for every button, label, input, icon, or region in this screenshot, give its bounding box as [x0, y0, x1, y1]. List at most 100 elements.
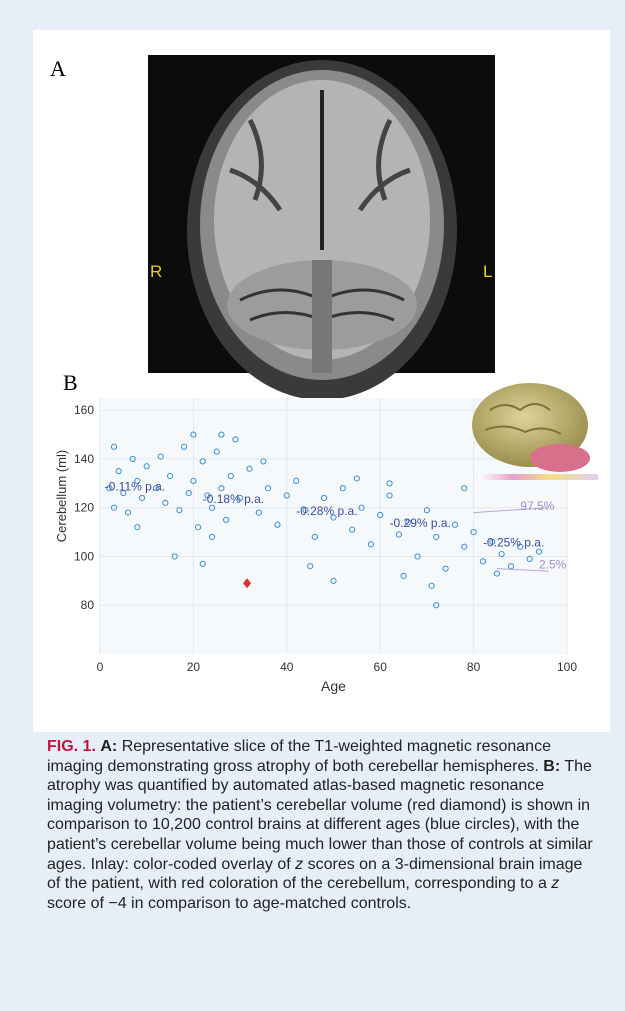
y-tick-label: 140 [74, 452, 94, 466]
data-point [120, 489, 127, 497]
data-point [237, 494, 244, 502]
data-point [152, 485, 160, 492]
data-point [208, 533, 216, 541]
caption-text: score of −4 in comparison to age-matched… [47, 894, 412, 912]
data-point [377, 511, 384, 519]
data-point [199, 458, 206, 465]
percentile-line [473, 507, 549, 514]
data-point [400, 572, 407, 580]
figure: A R L B 80 100 120 140 160 0 20 40 60 80 100 Cerebe… [50, 55, 598, 694]
data-point [274, 521, 281, 528]
data-point [138, 494, 146, 502]
data-point [115, 468, 122, 475]
data-point [176, 507, 183, 514]
data-point [293, 477, 300, 484]
x-tick-label: 60 [374, 660, 388, 674]
caption-italic: z [295, 855, 304, 873]
caption-text: The atrophy was quantified by automated … [47, 757, 593, 873]
data-point [517, 543, 524, 550]
data-point [260, 458, 267, 465]
annotation: 2.5% [539, 558, 567, 572]
data-point [386, 492, 393, 499]
data-point [442, 565, 449, 572]
mri-image [148, 55, 495, 400]
annotation: -0.28% p.a. [296, 504, 357, 518]
caption-part-label: B: [543, 757, 561, 775]
data-point [110, 504, 118, 511]
x-axis-label: Age [321, 678, 346, 694]
brain-inlay [472, 383, 598, 480]
x-tick-label: 0 [97, 660, 104, 674]
caption-italic: z [551, 875, 560, 893]
data-point [386, 480, 393, 487]
data-point [311, 533, 318, 541]
panel-label: B [63, 370, 78, 395]
data-point [204, 492, 211, 499]
data-point [199, 560, 206, 567]
orientation-label: R [150, 262, 162, 281]
annotation: -0.18% p.a. [203, 492, 264, 506]
caption: FIG. 1. A: Representative slice of the T… [47, 737, 599, 913]
data-point [405, 519, 412, 526]
data-point [218, 431, 225, 438]
data-point [106, 485, 113, 492]
caption-text: scores on a 3-dimensional brain image of… [47, 855, 583, 893]
data-point [157, 453, 164, 460]
data-point [339, 485, 346, 492]
data-point [110, 443, 118, 450]
data-point [302, 507, 309, 514]
orientation-label: L [483, 262, 492, 281]
data-point [283, 492, 290, 499]
x-tick-label: 100 [557, 660, 577, 674]
annotation: 97.5% [520, 499, 554, 513]
data-point [143, 463, 150, 470]
annotation: -0.11% p.a. [105, 480, 165, 494]
percentile-line [496, 568, 549, 572]
y-axis-label: Cerebellum (ml) [54, 450, 69, 542]
data-point [162, 499, 169, 506]
x-tick-label: 40 [280, 660, 294, 674]
annotation: -0.25% p.a. [483, 536, 544, 550]
data-point [535, 548, 543, 555]
data-point [428, 582, 435, 589]
data-point [414, 553, 421, 560]
data-point [232, 436, 239, 443]
data-point [124, 509, 132, 516]
data-point [265, 485, 272, 492]
data-point [194, 524, 202, 531]
data-point [349, 526, 356, 533]
data-point [479, 558, 487, 565]
y-tick-label: 120 [74, 501, 94, 515]
patient-point [243, 578, 252, 589]
data-point [498, 550, 505, 558]
caption-text: Representative slice of the T1-weighted … [47, 738, 551, 775]
data-point [166, 472, 174, 480]
data-point [493, 570, 501, 577]
data-point [222, 516, 230, 524]
data-point [307, 563, 314, 570]
data-point [246, 465, 253, 472]
figure-label: FIG. 1. [47, 738, 96, 755]
data-point [185, 489, 192, 497]
data-point [461, 485, 468, 492]
data-point [330, 577, 337, 584]
data-point [208, 504, 216, 511]
data-point [213, 448, 220, 455]
data-point [134, 524, 141, 531]
x-tick-label: 20 [187, 660, 201, 674]
data-point [321, 494, 328, 502]
data-point [395, 531, 402, 538]
data-point [470, 528, 477, 536]
data-point [171, 553, 178, 560]
data-point [255, 509, 262, 516]
data-point [507, 563, 515, 570]
panel-label: A [50, 56, 66, 81]
data-point [180, 443, 188, 450]
data-point [367, 541, 374, 548]
y-tick-label: 160 [74, 403, 94, 417]
data-point [461, 543, 468, 550]
caption-part-label: A: [100, 738, 118, 755]
x-tick-label: 80 [467, 660, 481, 674]
data-point [451, 521, 459, 528]
